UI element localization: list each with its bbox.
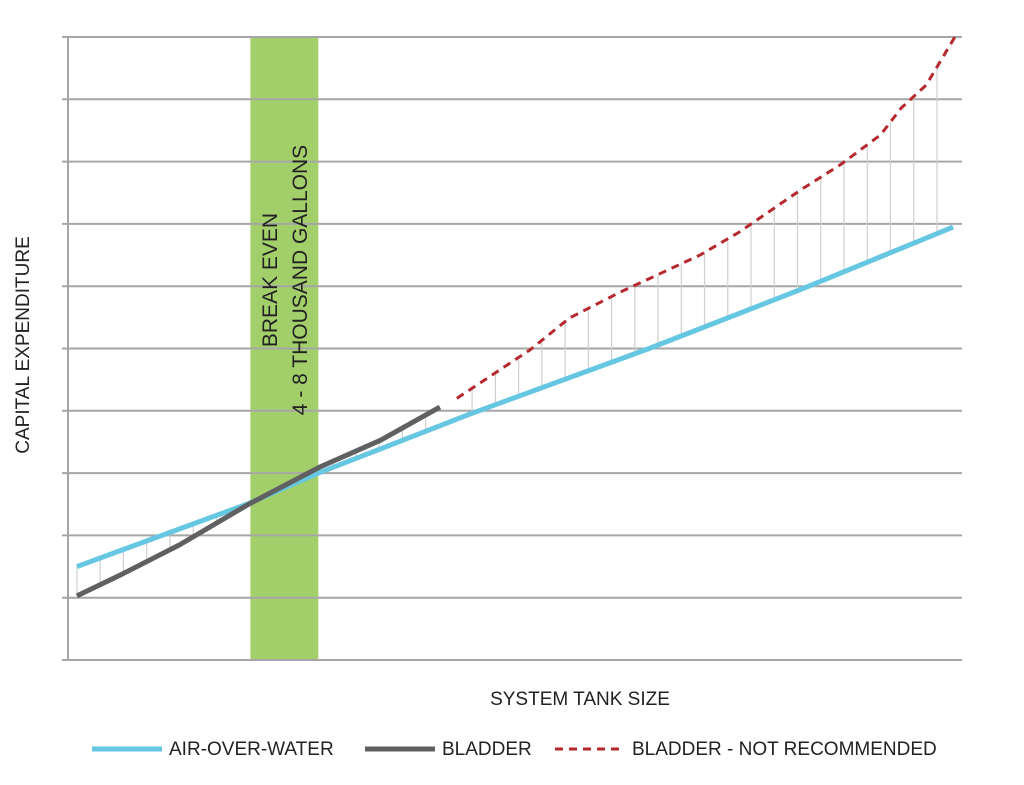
- series-line: [75, 404, 442, 599]
- legend-label: BLADDER - NOT RECOMMENDED: [632, 739, 937, 760]
- band-label: 4 - 8 THOUSAND GALLONS: [289, 145, 312, 415]
- legend-label: AIR-OVER-WATER: [169, 739, 334, 760]
- y-axis-label: CAPITAL EXPENDITURE: [13, 236, 34, 454]
- legend-label: BLADDER: [442, 739, 532, 760]
- band-label: BREAK EVEN: [259, 213, 282, 347]
- series-line: [76, 224, 955, 569]
- x-axis-label: SYSTEM TANK SIZE: [490, 689, 670, 710]
- series-line: [456, 36, 957, 400]
